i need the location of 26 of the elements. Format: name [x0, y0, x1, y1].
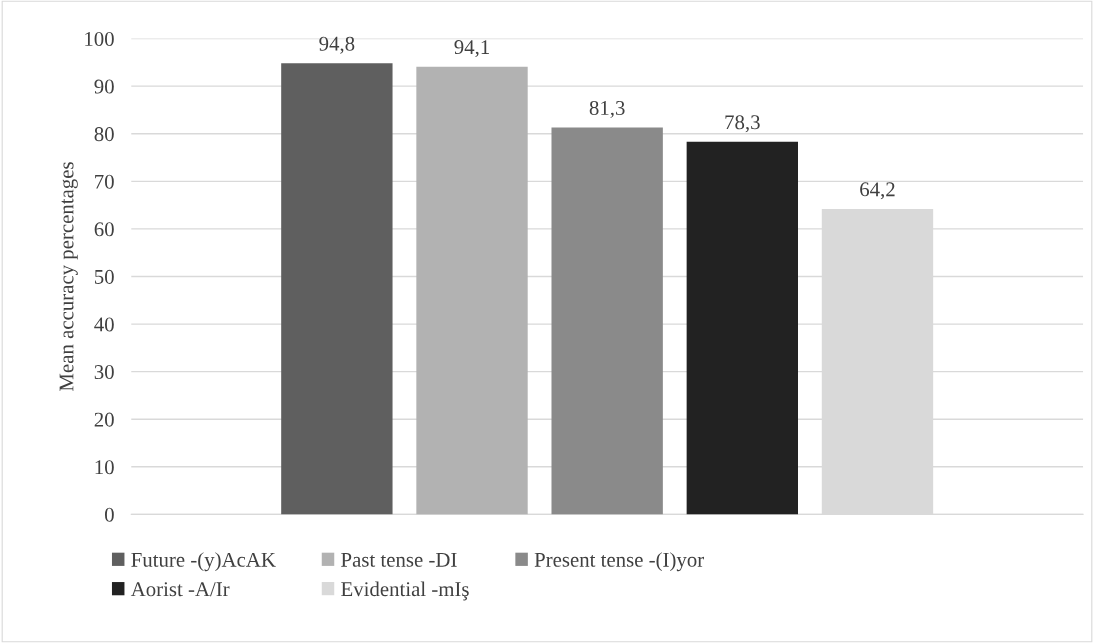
bar	[551, 127, 663, 515]
data-label: 64,2	[860, 182, 895, 200]
y-tick-label: 50	[94, 269, 114, 284]
y-tick-label: 10	[95, 460, 114, 475]
legend-label: Evidential -mIş	[341, 581, 469, 601]
data-label: 78,3	[725, 115, 760, 133]
legend-label: Past tense -DI	[341, 553, 457, 567]
data-label: 94,1	[454, 40, 489, 58]
bar	[686, 141, 798, 515]
legend-label: Present tense -(I)yor	[534, 552, 704, 572]
y-tick-label: 0	[104, 507, 114, 522]
data-label: 94,8	[319, 36, 355, 54]
y-tick-label: 90	[94, 79, 114, 94]
legend-label: Aorist -A/Ir	[130, 582, 230, 597]
legend-label: Future -(y)AcAK	[131, 552, 276, 572]
y-tick-label: 80	[94, 127, 114, 142]
y-tick-label: 100	[85, 31, 114, 47]
y-tick-label: 20	[94, 412, 114, 427]
bar	[281, 63, 393, 515]
y-tick-label: 60	[94, 222, 114, 237]
y-tick-label: 40	[94, 317, 114, 332]
y-tick-label: 70	[95, 174, 114, 189]
bar	[416, 66, 528, 515]
y-tick-label: 30	[94, 365, 114, 380]
data-label: 81,3	[589, 100, 625, 118]
y-axis-title: Mean accuracy percentages	[59, 162, 78, 391]
